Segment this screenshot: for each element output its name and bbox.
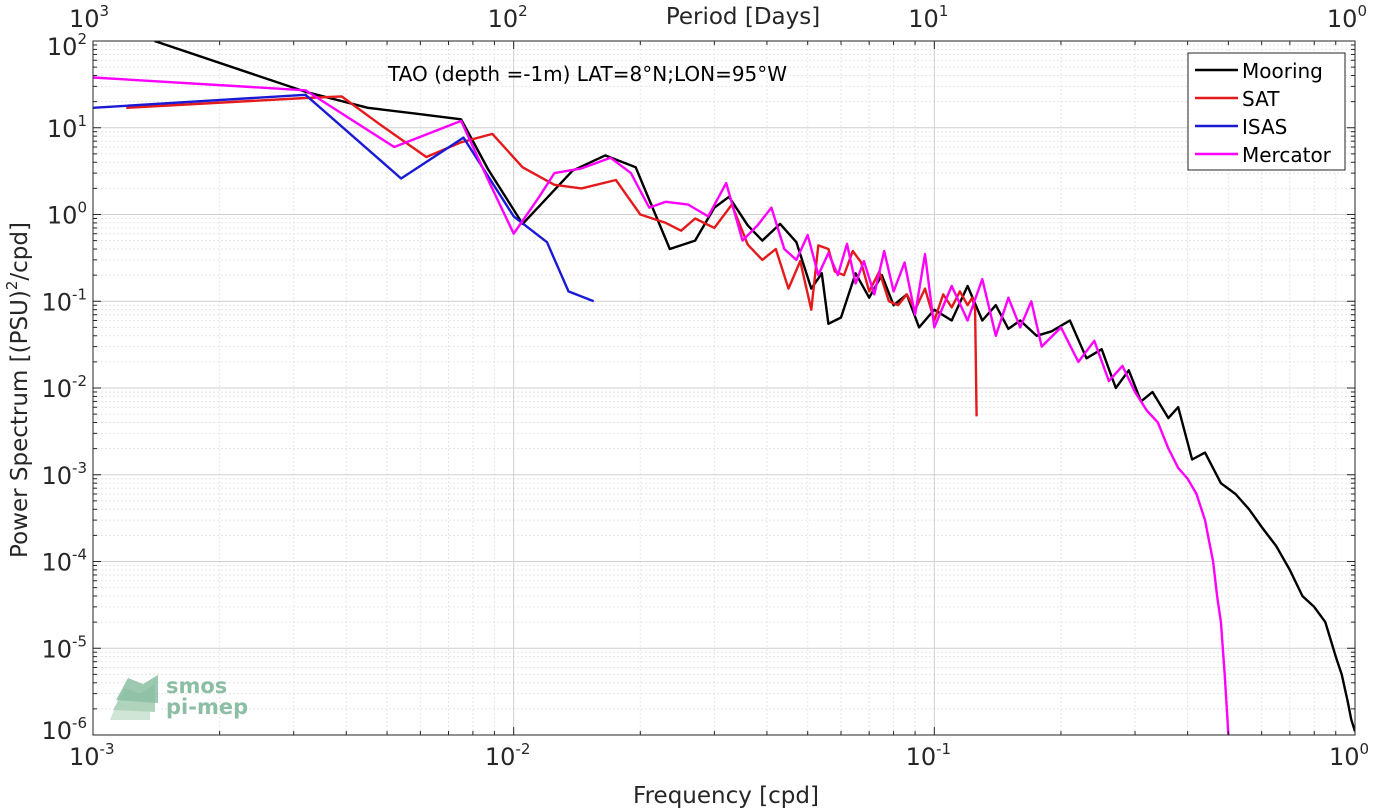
logo-line-2: pi-mep	[166, 695, 248, 719]
legend-label-mercator: Mercator	[1242, 143, 1332, 167]
y-tick-label: 10-1	[41, 285, 87, 316]
y-tick-label: 100	[47, 199, 87, 230]
y-tick-label: 10-5	[41, 632, 87, 663]
legend-label-isas: ISAS	[1242, 115, 1287, 139]
y-tick-label: 10-2	[41, 372, 87, 403]
smos-pi-mep-logo: smos pi-mep	[110, 674, 248, 720]
logo-line-1: smos	[166, 674, 227, 698]
series-line-isas	[93, 93, 595, 303]
legend: Mooring SAT ISAS Mercator	[1187, 52, 1346, 171]
series-lines	[93, 41, 1355, 735]
x-tick-label: 10-1	[906, 740, 952, 771]
y-axis-label: Power Spectrum [(PSU)2/cpd]	[3, 222, 33, 558]
legend-label-sat: SAT	[1242, 87, 1280, 111]
tick-marks	[92, 40, 1356, 736]
y-tick-label: 102	[47, 30, 87, 61]
top-tick-label: 102	[488, 2, 528, 33]
top-tick-label: 100	[1327, 2, 1367, 33]
x-tick-label: 10-2	[485, 740, 531, 771]
y-tick-label: 10-4	[41, 546, 87, 577]
top-axis-label: Period [Days]	[666, 4, 820, 30]
top-tick-label: 101	[908, 2, 948, 33]
top-tick-label: 103	[69, 2, 109, 33]
legend-box	[1187, 52, 1346, 171]
legend-label-mooring: Mooring	[1242, 59, 1323, 83]
y-tick-label: 10-6	[41, 714, 87, 745]
y-tick-label: 101	[47, 112, 87, 143]
x-axis-label: Frequency [cpd]	[633, 783, 819, 809]
y-tick-label: 10-3	[41, 459, 87, 490]
x-tick-label: 100	[1329, 740, 1369, 771]
series-line-mercator	[93, 76, 1230, 735]
x-tick-label: 10-3	[69, 740, 115, 771]
chart-title: TAO (depth =-1m) LAT=8°N;LON=95°W	[387, 62, 787, 86]
